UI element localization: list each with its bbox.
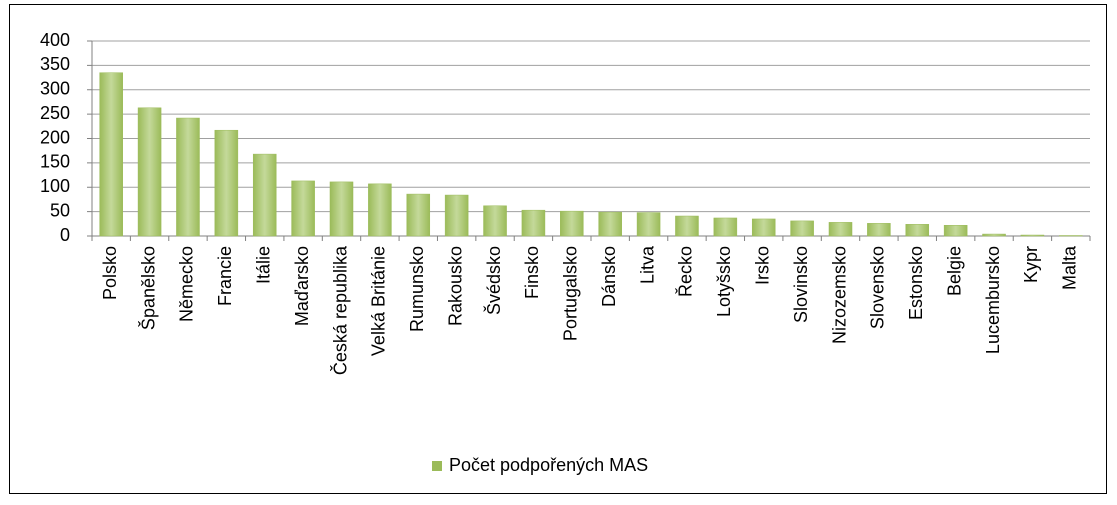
y-tick-label: 150	[40, 152, 70, 172]
x-tick-label: Francie	[215, 246, 235, 306]
y-tick-label: 200	[40, 127, 70, 147]
x-tick-label: Rumunsko	[407, 246, 427, 332]
x-tick-label: Polsko	[100, 246, 120, 300]
bar	[714, 218, 737, 236]
y-tick-label: 100	[40, 176, 70, 196]
y-tick-label: 400	[40, 30, 70, 50]
chart-frame	[10, 5, 1107, 494]
x-tick-label: Španělsko	[137, 246, 158, 330]
bar	[292, 181, 315, 236]
bar	[752, 219, 775, 236]
bar	[445, 195, 468, 236]
legend-label: Počet podpořených MAS	[449, 455, 648, 475]
x-tick-label: Itálie	[253, 246, 273, 284]
x-tick-label: Rakousko	[445, 246, 465, 326]
x-tick-label: Belgie	[944, 246, 964, 296]
bar	[906, 224, 929, 236]
y-tick-label: 50	[50, 200, 70, 220]
x-tick-label: Litva	[637, 245, 657, 284]
bar	[829, 222, 852, 236]
x-tick-label: Velká Británie	[369, 246, 389, 356]
x-tick-label: Slovinsko	[791, 246, 811, 323]
bar	[944, 225, 967, 236]
bar	[100, 73, 123, 236]
bar	[675, 216, 698, 236]
x-tick-label: Německo	[177, 246, 197, 322]
x-tick-label: Nizozemsko	[829, 246, 849, 344]
bar	[522, 210, 545, 236]
y-tick-label: 350	[40, 54, 70, 74]
bar	[484, 206, 507, 236]
bar	[791, 221, 814, 236]
bar	[253, 154, 276, 236]
x-tick-label: Estonsko	[906, 246, 926, 320]
x-tick-label: Portugalsko	[561, 246, 581, 341]
bar	[176, 118, 199, 236]
bar	[407, 194, 430, 236]
x-tick-label: Švédsko	[483, 246, 504, 315]
bar	[983, 234, 1006, 236]
x-tick-label: Lucembursko	[983, 246, 1003, 354]
bar	[1021, 235, 1044, 236]
x-tick-label: Řecko	[676, 246, 696, 297]
x-tick-label: Dánsko	[599, 246, 619, 307]
x-tick-label: Finsko	[522, 246, 542, 299]
x-tick-label: Lotyšsko	[714, 246, 734, 317]
x-tick-label: Irsko	[752, 246, 772, 285]
x-tick-label: Slovensko	[868, 246, 888, 329]
y-tick-label: 0	[60, 225, 70, 245]
bar	[599, 212, 622, 236]
x-tick-label: Česká republika	[329, 245, 350, 375]
bar	[215, 130, 238, 236]
bar	[138, 108, 161, 236]
bar	[867, 223, 890, 236]
y-tick-label: 300	[40, 79, 70, 99]
bar	[560, 211, 583, 236]
x-tick-label: Malta	[1060, 245, 1080, 290]
bar	[368, 184, 391, 236]
bar	[637, 213, 660, 236]
bar	[330, 182, 353, 236]
legend-swatch	[432, 461, 442, 471]
y-tick-label: 250	[40, 103, 70, 123]
x-tick-label: Kypr	[1021, 246, 1041, 283]
x-tick-label: Maďarsko	[292, 246, 312, 326]
